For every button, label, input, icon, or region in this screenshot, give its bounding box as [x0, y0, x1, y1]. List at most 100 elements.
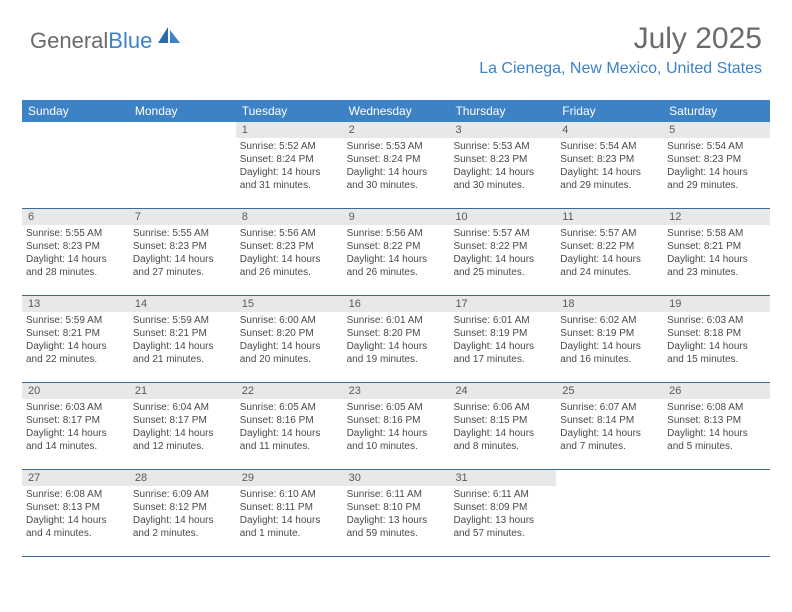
daylight-line: Daylight: 14 hours and 30 minutes.	[453, 166, 550, 192]
day-number: 23	[343, 383, 450, 399]
day-header-friday: Friday	[556, 100, 663, 122]
day-body: Sunrise: 5:59 AMSunset: 8:21 PMDaylight:…	[22, 312, 129, 368]
location: La Cienega, New Mexico, United States	[479, 60, 762, 78]
sunset-line: Sunset: 8:21 PM	[133, 327, 230, 340]
sunset-line: Sunset: 8:22 PM	[453, 240, 550, 253]
day-number: 11	[556, 209, 663, 225]
day-number: 28	[129, 470, 236, 486]
day-cell: 16Sunrise: 6:01 AMSunset: 8:20 PMDayligh…	[343, 296, 450, 382]
daylight-line: Daylight: 14 hours and 29 minutes.	[560, 166, 657, 192]
week-row: 6Sunrise: 5:55 AMSunset: 8:23 PMDaylight…	[22, 209, 770, 296]
sunset-line: Sunset: 8:16 PM	[347, 414, 444, 427]
day-number: 31	[449, 470, 556, 486]
day-cell: 13Sunrise: 5:59 AMSunset: 8:21 PMDayligh…	[22, 296, 129, 382]
day-cell	[129, 122, 236, 208]
day-body: Sunrise: 6:00 AMSunset: 8:20 PMDaylight:…	[236, 312, 343, 368]
day-cell: 5Sunrise: 5:54 AMSunset: 8:23 PMDaylight…	[663, 122, 770, 208]
day-number: 17	[449, 296, 556, 312]
sunrise-line: Sunrise: 5:55 AM	[26, 227, 123, 240]
day-number: 8	[236, 209, 343, 225]
day-number: 4	[556, 122, 663, 138]
logo-text-general: General	[30, 28, 108, 54]
daylight-line: Daylight: 14 hours and 26 minutes.	[347, 253, 444, 279]
day-body: Sunrise: 5:52 AMSunset: 8:24 PMDaylight:…	[236, 138, 343, 194]
day-body: Sunrise: 5:57 AMSunset: 8:22 PMDaylight:…	[556, 225, 663, 281]
daylight-line: Daylight: 14 hours and 16 minutes.	[560, 340, 657, 366]
sunset-line: Sunset: 8:16 PM	[240, 414, 337, 427]
day-cell: 24Sunrise: 6:06 AMSunset: 8:15 PMDayligh…	[449, 383, 556, 469]
day-body: Sunrise: 6:10 AMSunset: 8:11 PMDaylight:…	[236, 486, 343, 542]
daylight-line: Daylight: 14 hours and 7 minutes.	[560, 427, 657, 453]
day-body: Sunrise: 5:55 AMSunset: 8:23 PMDaylight:…	[129, 225, 236, 281]
sunset-line: Sunset: 8:13 PM	[667, 414, 764, 427]
daylight-line: Daylight: 13 hours and 57 minutes.	[453, 514, 550, 540]
sunrise-line: Sunrise: 6:05 AM	[240, 401, 337, 414]
day-body: Sunrise: 6:02 AMSunset: 8:19 PMDaylight:…	[556, 312, 663, 368]
weeks-container: 1Sunrise: 5:52 AMSunset: 8:24 PMDaylight…	[22, 122, 770, 557]
sunrise-line: Sunrise: 6:03 AM	[667, 314, 764, 327]
daylight-line: Daylight: 14 hours and 23 minutes.	[667, 253, 764, 279]
daylight-line: Daylight: 14 hours and 4 minutes.	[26, 514, 123, 540]
day-body: Sunrise: 5:56 AMSunset: 8:23 PMDaylight:…	[236, 225, 343, 281]
day-number: 19	[663, 296, 770, 312]
day-number: 26	[663, 383, 770, 399]
daylight-line: Daylight: 14 hours and 5 minutes.	[667, 427, 764, 453]
day-cell: 18Sunrise: 6:02 AMSunset: 8:19 PMDayligh…	[556, 296, 663, 382]
day-body: Sunrise: 6:01 AMSunset: 8:19 PMDaylight:…	[449, 312, 556, 368]
daylight-line: Daylight: 14 hours and 25 minutes.	[453, 253, 550, 279]
day-cell: 10Sunrise: 5:57 AMSunset: 8:22 PMDayligh…	[449, 209, 556, 295]
sunrise-line: Sunrise: 6:00 AM	[240, 314, 337, 327]
day-cell: 26Sunrise: 6:08 AMSunset: 8:13 PMDayligh…	[663, 383, 770, 469]
sunset-line: Sunset: 8:14 PM	[560, 414, 657, 427]
day-cell: 17Sunrise: 6:01 AMSunset: 8:19 PMDayligh…	[449, 296, 556, 382]
sunrise-line: Sunrise: 6:03 AM	[26, 401, 123, 414]
day-body: Sunrise: 6:07 AMSunset: 8:14 PMDaylight:…	[556, 399, 663, 455]
sunset-line: Sunset: 8:22 PM	[560, 240, 657, 253]
day-number: 16	[343, 296, 450, 312]
calendar: SundayMondayTuesdayWednesdayThursdayFrid…	[22, 100, 770, 557]
sunset-line: Sunset: 8:17 PM	[26, 414, 123, 427]
daylight-line: Daylight: 14 hours and 8 minutes.	[453, 427, 550, 453]
sunrise-line: Sunrise: 6:05 AM	[347, 401, 444, 414]
day-cell: 2Sunrise: 5:53 AMSunset: 8:24 PMDaylight…	[343, 122, 450, 208]
sunrise-line: Sunrise: 6:10 AM	[240, 488, 337, 501]
day-body: Sunrise: 6:08 AMSunset: 8:13 PMDaylight:…	[663, 399, 770, 455]
sunrise-line: Sunrise: 6:04 AM	[133, 401, 230, 414]
sunset-line: Sunset: 8:19 PM	[560, 327, 657, 340]
week-row: 13Sunrise: 5:59 AMSunset: 8:21 PMDayligh…	[22, 296, 770, 383]
sunset-line: Sunset: 8:09 PM	[453, 501, 550, 514]
day-cell: 4Sunrise: 5:54 AMSunset: 8:23 PMDaylight…	[556, 122, 663, 208]
day-number: 6	[22, 209, 129, 225]
sunset-line: Sunset: 8:17 PM	[133, 414, 230, 427]
day-number: 7	[129, 209, 236, 225]
daylight-line: Daylight: 14 hours and 31 minutes.	[240, 166, 337, 192]
day-header-tuesday: Tuesday	[236, 100, 343, 122]
day-number: 14	[129, 296, 236, 312]
sunset-line: Sunset: 8:20 PM	[347, 327, 444, 340]
day-body: Sunrise: 6:04 AMSunset: 8:17 PMDaylight:…	[129, 399, 236, 455]
day-number: 30	[343, 470, 450, 486]
sunset-line: Sunset: 8:21 PM	[26, 327, 123, 340]
sunrise-line: Sunrise: 5:58 AM	[667, 227, 764, 240]
day-cell: 3Sunrise: 5:53 AMSunset: 8:23 PMDaylight…	[449, 122, 556, 208]
sunset-line: Sunset: 8:21 PM	[667, 240, 764, 253]
day-body: Sunrise: 6:01 AMSunset: 8:20 PMDaylight:…	[343, 312, 450, 368]
day-body: Sunrise: 5:55 AMSunset: 8:23 PMDaylight:…	[22, 225, 129, 281]
daylight-line: Daylight: 14 hours and 19 minutes.	[347, 340, 444, 366]
day-body: Sunrise: 6:05 AMSunset: 8:16 PMDaylight:…	[236, 399, 343, 455]
sunset-line: Sunset: 8:23 PM	[240, 240, 337, 253]
sunset-line: Sunset: 8:10 PM	[347, 501, 444, 514]
day-number: 5	[663, 122, 770, 138]
sunrise-line: Sunrise: 5:55 AM	[133, 227, 230, 240]
sunset-line: Sunset: 8:23 PM	[453, 153, 550, 166]
day-cell: 6Sunrise: 5:55 AMSunset: 8:23 PMDaylight…	[22, 209, 129, 295]
day-number: 25	[556, 383, 663, 399]
sunset-line: Sunset: 8:12 PM	[133, 501, 230, 514]
sunrise-line: Sunrise: 6:06 AM	[453, 401, 550, 414]
day-cell: 9Sunrise: 5:56 AMSunset: 8:22 PMDaylight…	[343, 209, 450, 295]
day-body: Sunrise: 5:53 AMSunset: 8:23 PMDaylight:…	[449, 138, 556, 194]
month-title: July 2025	[479, 22, 762, 56]
day-cell: 11Sunrise: 5:57 AMSunset: 8:22 PMDayligh…	[556, 209, 663, 295]
sunset-line: Sunset: 8:18 PM	[667, 327, 764, 340]
week-row: 1Sunrise: 5:52 AMSunset: 8:24 PMDaylight…	[22, 122, 770, 209]
